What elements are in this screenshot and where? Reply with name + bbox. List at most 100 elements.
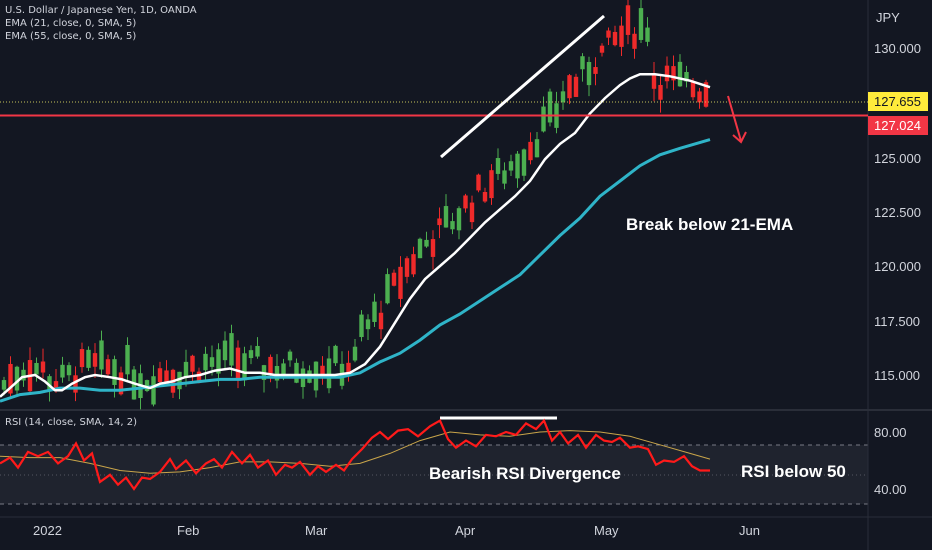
candle-body	[697, 91, 702, 103]
price-tick: 130.000	[874, 41, 921, 56]
candle-body	[190, 355, 195, 372]
candle-body	[47, 376, 52, 392]
candle-body	[651, 74, 657, 89]
candle-body	[196, 371, 202, 384]
resistance-badge	[868, 116, 928, 135]
candle-body	[586, 61, 592, 86]
candle-body	[248, 350, 254, 359]
last-price-badge	[868, 92, 928, 111]
candle-body	[658, 84, 663, 100]
candle-body	[40, 361, 46, 373]
candle-body	[573, 76, 579, 97]
candle-body	[567, 75, 572, 99]
time-tick: May	[594, 523, 619, 538]
time-tick: 2022	[33, 523, 62, 538]
rsi-ma-line	[0, 430, 711, 474]
ema21-legend[interactable]: EMA (21, close, 0, SMA, 5)	[5, 18, 137, 29]
candle-body	[560, 91, 566, 103]
candle-body	[580, 56, 585, 70]
candle-body	[203, 353, 208, 371]
time-tick: Apr	[455, 523, 476, 538]
price-tick: 122.500	[874, 205, 921, 220]
candle-body	[79, 349, 85, 368]
down-arrow-icon[interactable]	[732, 131, 747, 144]
candle-body	[547, 91, 553, 123]
rsi-below-annotation: RSI below 50	[741, 462, 846, 481]
candle-body	[222, 340, 228, 361]
ema21-line	[0, 72, 711, 398]
ema55-legend[interactable]: EMA (55, close, 0, SMA, 5)	[5, 31, 137, 42]
price-tick: 120.000	[874, 259, 921, 274]
candle-body	[443, 206, 449, 228]
ema-break-annotation: Break below 21-EMA	[626, 215, 793, 234]
candle-body	[411, 254, 416, 275]
candle-body	[352, 346, 358, 361]
candle-body	[53, 381, 59, 390]
candle-body	[521, 149, 527, 176]
time-tick: Mar	[305, 523, 328, 538]
candle-body	[599, 45, 605, 53]
candle-body	[333, 345, 338, 364]
last-price-value: 127.655	[874, 94, 921, 109]
candle-body	[612, 31, 618, 46]
candle-body	[437, 218, 442, 226]
candle-body	[450, 221, 455, 230]
candle-body	[391, 272, 397, 286]
candle-body	[359, 314, 364, 338]
candle-body	[164, 370, 169, 385]
candle-body	[99, 340, 104, 370]
candle-body	[287, 351, 293, 361]
time-tick: Feb	[177, 523, 199, 538]
candle-body	[502, 170, 507, 184]
candle-body	[489, 170, 494, 199]
candle-body	[105, 359, 111, 375]
candle-body	[463, 195, 468, 209]
candle-body	[671, 66, 676, 81]
candle-body	[430, 239, 436, 257]
candle-body	[495, 158, 501, 174]
candle-body	[690, 81, 696, 98]
symbol-legend[interactable]: U.S. Dollar / Japanese Yen, 1D, OANDA	[5, 5, 197, 16]
candle-body	[235, 347, 241, 380]
candle-body	[404, 258, 410, 277]
candle-body	[34, 362, 39, 375]
candle-body	[112, 359, 117, 385]
candle-body	[125, 344, 130, 375]
candle-body	[469, 202, 475, 223]
time-tick: Jun	[739, 523, 760, 538]
candle-body	[14, 366, 20, 391]
candle-body	[365, 319, 371, 330]
candle-body	[229, 333, 234, 366]
resistance-value: 127.024	[874, 118, 921, 133]
candle-body	[255, 345, 260, 357]
candle-body	[66, 365, 72, 376]
candle-body	[177, 371, 182, 390]
candle-body	[593, 67, 598, 74]
candle-body	[281, 363, 286, 375]
candle-body	[417, 238, 423, 259]
candle-body	[320, 365, 325, 379]
candle-body	[677, 61, 683, 87]
candle-body	[378, 312, 384, 330]
down-arrow-shaft[interactable]	[727, 95, 742, 142]
candle-body	[157, 368, 163, 383]
candle-body	[645, 27, 650, 42]
candle-body	[606, 30, 611, 38]
rsi-line	[0, 418, 710, 491]
rsi-tick: 40.00	[874, 482, 907, 497]
candle-body	[1, 380, 7, 390]
price-trendline[interactable]	[440, 14, 605, 159]
rsi-legend[interactable]: RSI (14, close, SMA, 14, 2)	[5, 417, 138, 428]
candle-body	[398, 266, 403, 299]
candles	[1, 0, 709, 410]
candle-body	[151, 376, 156, 405]
candle-body	[372, 301, 377, 322]
candle-body	[242, 353, 247, 381]
currency-label: JPY	[876, 10, 900, 25]
candle-body	[703, 82, 709, 107]
candle-body	[456, 208, 462, 231]
rsi-divergence-annotation: Bearish RSI Divergence	[429, 464, 621, 483]
candle-body	[92, 353, 98, 367]
candle-body	[21, 369, 26, 381]
